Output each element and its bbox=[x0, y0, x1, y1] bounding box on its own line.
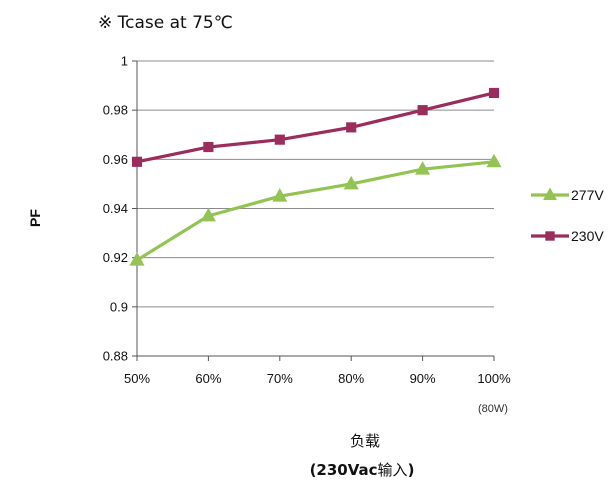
y-axis-label: PF bbox=[27, 209, 43, 227]
y-tick-label: 0.94 bbox=[103, 201, 128, 216]
x-tick-labels: 50% 60% 70% 80% 90% 100% bbox=[124, 356, 511, 386]
x-tick-label: 70% bbox=[267, 371, 293, 386]
legend-label: 277V bbox=[571, 187, 604, 203]
x-axis-label: 负载 bbox=[350, 432, 380, 450]
y-tick-label: 1 bbox=[121, 54, 128, 69]
x-axis-sublabel-close: ) bbox=[408, 461, 415, 479]
chart-title: ※ Tcase at 75℃ bbox=[98, 13, 233, 33]
x-axis-sublabel: (230Vac输入) bbox=[310, 461, 415, 479]
x-axis-note: (80W) bbox=[478, 403, 508, 415]
data-point bbox=[274, 134, 285, 145]
series-230V bbox=[131, 87, 500, 167]
x-tick-label: 100% bbox=[477, 371, 511, 386]
legend-label: 230V bbox=[571, 228, 604, 244]
x-tick-label: 80% bbox=[338, 371, 364, 386]
legend: 277V 230V bbox=[531, 187, 604, 244]
data-point bbox=[486, 153, 502, 168]
legend-swatch-marker bbox=[543, 187, 557, 201]
y-tick-labels: 0.88 0.9 0.92 0.94 0.96 0.98 1 bbox=[103, 54, 137, 364]
data-point bbox=[203, 141, 214, 153]
data-point bbox=[131, 156, 143, 167]
data-point bbox=[346, 122, 357, 133]
data-point bbox=[200, 207, 216, 222]
data-point bbox=[343, 175, 359, 190]
data-point bbox=[415, 161, 431, 175]
grid-lines bbox=[137, 60, 494, 357]
x-tick-label: 60% bbox=[195, 371, 221, 386]
legend-item-230V: 230V bbox=[531, 228, 604, 244]
series-lines bbox=[129, 87, 502, 266]
y-tick-label: 0.88 bbox=[103, 349, 128, 364]
y-tick-label: 0.92 bbox=[103, 250, 128, 265]
x-axis-sublabel-text: 输入 bbox=[378, 461, 408, 479]
data-point bbox=[129, 252, 145, 266]
y-tick-label: 0.9 bbox=[110, 299, 128, 314]
data-point bbox=[417, 105, 428, 116]
series-277V bbox=[129, 153, 502, 266]
y-tick-label: 0.96 bbox=[103, 152, 128, 167]
legend-item-277V: 277V bbox=[531, 187, 604, 203]
legend-swatch-marker bbox=[545, 231, 555, 241]
x-axis-sublabel-bold: (230Vac bbox=[310, 461, 378, 479]
series-line bbox=[136, 91, 495, 164]
series-line bbox=[136, 160, 495, 262]
y-tick-label: 0.98 bbox=[103, 103, 128, 118]
x-tick-label: 50% bbox=[124, 371, 150, 386]
data-point bbox=[488, 87, 500, 99]
data-point bbox=[272, 188, 288, 202]
x-tick-label: 90% bbox=[410, 371, 436, 386]
